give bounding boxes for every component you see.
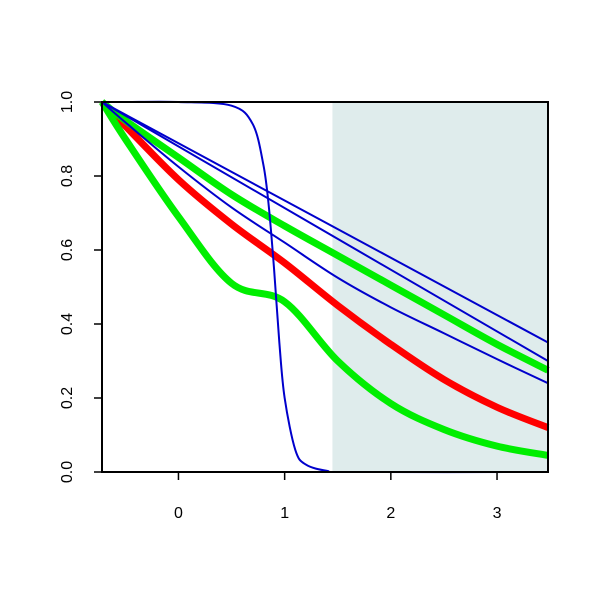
series-line-3 (99, 99, 550, 374)
y-tick-label: 0.6 (59, 239, 76, 261)
x-tick-label: 0 (174, 505, 183, 522)
x-tick-label: 3 (493, 505, 502, 522)
plot-frame (101, 101, 549, 473)
x-tick-label: 2 (386, 505, 395, 522)
x-tick-label: 1 (280, 505, 289, 522)
series-line-2 (99, 100, 549, 459)
y-tick-label: 0.2 (59, 387, 76, 409)
axis-layer: 0 1 2 3 0.0 0.2 0.4 0.6 0.8 1.0 (59, 91, 549, 522)
series-line-6 (101, 101, 549, 362)
series-line-7 (101, 101, 549, 344)
y-tick-label: 0.4 (59, 313, 76, 335)
y-tick-label: 0.8 (59, 165, 76, 187)
series-line-1 (99, 99, 550, 431)
y-tick-label: 0.0 (59, 461, 76, 483)
series-line-5 (101, 101, 549, 385)
y-tick-label: 1.0 (59, 91, 76, 113)
